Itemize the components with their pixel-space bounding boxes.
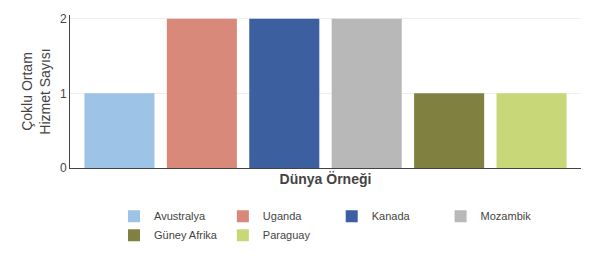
svg-text:2: 2 (60, 12, 67, 26)
svg-text:Uganda: Uganda (263, 210, 302, 222)
svg-text:Güney Afrika: Güney Afrika (154, 229, 218, 241)
svg-text:Paraguay: Paraguay (263, 229, 311, 241)
svg-text:Avustralya: Avustralya (154, 210, 206, 222)
svg-text:1: 1 (60, 87, 67, 101)
svg-text:Çoklu OrtamHizmet Sayısı: Çoklu OrtamHizmet Sayısı (19, 48, 53, 134)
svg-text:Dünya Örneği: Dünya Örneği (280, 171, 372, 187)
svg-text:Mozambik: Mozambik (481, 210, 532, 222)
svg-text:0: 0 (60, 161, 67, 175)
svg-text:Kanada: Kanada (372, 210, 411, 222)
